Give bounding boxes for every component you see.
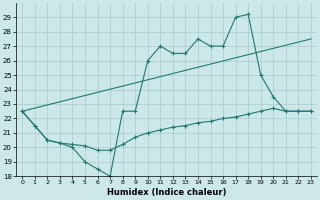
X-axis label: Humidex (Indice chaleur): Humidex (Indice chaleur) — [107, 188, 226, 197]
